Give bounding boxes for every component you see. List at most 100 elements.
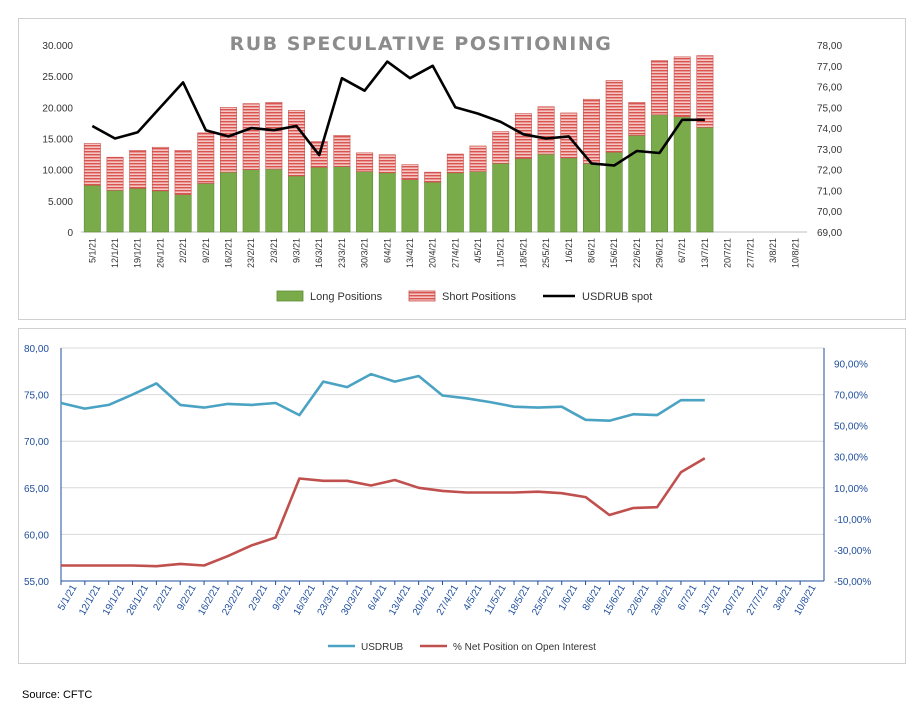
short-positions-bar [424, 171, 442, 183]
right-axis-tick-label: 69,00 [817, 228, 842, 239]
short-positions-bar [605, 80, 623, 153]
long-positions-bar [560, 157, 578, 233]
usdrub-net-position-chart-panel: 55,00 60,00 65,00 70,00 75,00 80,00 -50,00% -30… [18, 328, 906, 664]
x-axis-tick-label: 5/1/21 [87, 238, 97, 263]
x-axis-tick-label: 15/6/21 [602, 583, 628, 618]
short-positions-bar [333, 135, 351, 167]
x-axis-tick-label: 10/8/21 [791, 238, 801, 268]
x-axis-tick-label: 5/1/21 [56, 583, 80, 613]
x-axis-tick-label: 13/4/21 [405, 238, 415, 268]
x-axis-tick-label: 6/7/21 [677, 238, 687, 263]
source-note: Source: CFTC [22, 689, 93, 701]
x-axis-tick-label: 23/2/21 [246, 238, 256, 268]
x-axis-tick-label: 12/1/21 [77, 583, 103, 618]
short-positions-bar [628, 102, 646, 136]
long-positions-bar [197, 183, 215, 233]
long-positions-bar [106, 189, 124, 233]
x-axis-tick-label: 25/5/21 [541, 238, 551, 268]
short-positions-bar [537, 106, 555, 155]
usdrub-line [60, 372, 705, 422]
long-positions-bar [378, 172, 396, 233]
right-axis-tick-label: 72,00 [817, 166, 842, 177]
usdrub-net-position-chart: 55,00 60,00 65,00 70,00 75,00 80,00 -50,00% -30… [24, 344, 871, 653]
x-axis-tick-label: 9/2/21 [201, 238, 211, 263]
short-positions-bar [151, 146, 169, 192]
short-positions-bar [242, 103, 260, 170]
x-axis-tick-label: 20/7/21 [723, 238, 733, 268]
short-positions-bar [265, 102, 283, 170]
long-positions-bar [356, 171, 374, 233]
x-axis-tick-label: 16/2/21 [196, 583, 222, 618]
short-positions-bar [220, 107, 237, 173]
short-positions-bar [83, 143, 101, 186]
x-axis-tick-label: 3/8/21 [771, 583, 795, 613]
left-axis-tick-label: 75,00 [24, 391, 49, 402]
right-axis-tick-label: 77,00 [817, 62, 842, 73]
left-axis-tick-label: 20.000 [42, 103, 73, 114]
x-axis-tick-label: 2/3/21 [269, 238, 279, 263]
x-axis-tick-label: 23/2/21 [220, 583, 246, 618]
x-axis-tick-label: 27/4/21 [435, 583, 461, 618]
usdrub-spot-line [91, 60, 705, 167]
x-axis-tick-label: 19/1/21 [101, 583, 127, 618]
right-axis-tick-label: -30,00% [834, 546, 871, 557]
short-positions-bar [129, 150, 147, 189]
long-positions-bar [673, 116, 691, 233]
x-axis-tick-label: 20/7/21 [721, 583, 747, 618]
x-axis-tick-label: 16/3/21 [314, 238, 324, 268]
x-axis-tick-label: 1/6/21 [564, 238, 574, 263]
long-positions-bar [129, 188, 147, 233]
long-positions-bar [492, 163, 510, 233]
x-axis-tick-label: 4/5/21 [461, 583, 485, 613]
x-axis-tick-label: 18/5/21 [518, 238, 528, 268]
x-axis-tick-label: 3/8/21 [768, 238, 778, 263]
x-axis-tick-label: 1/6/21 [557, 583, 581, 613]
net-position-line [61, 457, 706, 568]
x-axis-tick-label: 2/2/21 [151, 583, 175, 613]
x-axis-tick-label: 20/4/21 [411, 583, 437, 618]
short-positions-bar [401, 164, 419, 180]
short-positions-bar [288, 110, 305, 177]
long-positions-bar [446, 172, 464, 233]
short-positions-bar [673, 56, 691, 117]
long-positions-bar [469, 171, 487, 233]
x-axis-tick-label: 2/3/21 [247, 583, 271, 613]
short-positions-bar [492, 131, 510, 164]
left-axis-tick-label: 80,00 [24, 344, 49, 355]
chart-title: RUB SPECULATIVE POSITIONING [230, 33, 613, 55]
x-axis-tick-label: 23/3/21 [337, 238, 347, 268]
x-axis-tick-label: 29/6/21 [655, 238, 665, 268]
right-axis-tick-label: 30,00% [834, 453, 868, 464]
short-positions-bar [106, 156, 124, 191]
x-axis-tick-label: 30/3/21 [360, 238, 370, 268]
x-axis-tick-label: 23/3/21 [316, 583, 342, 618]
short-positions-bar [356, 152, 374, 172]
legend-usdrub-label: USDRUB [361, 642, 404, 653]
long-positions-bar [151, 190, 169, 233]
short-positions-bar [197, 132, 215, 184]
x-axis-tick-label: 11/5/21 [483, 583, 509, 617]
long-positions-bar [220, 171, 237, 233]
right-axis-tick-label: -10,00% [834, 515, 871, 526]
right-axis-tick-label: 50,00% [834, 422, 868, 433]
x-axis-tick-label: 13/7/21 [700, 238, 710, 268]
left-axis-tick-label: 30.000 [42, 41, 73, 52]
long-positions-bar [651, 114, 668, 233]
legend-short-swatch [408, 290, 436, 302]
long-positions-bar [401, 179, 419, 233]
x-axis-tick-label: 25/5/21 [530, 583, 556, 618]
x-axis-tick-label: 27/7/21 [745, 238, 755, 268]
x-axis-tick-label: 22/6/21 [626, 583, 652, 618]
left-axis-tick-label: 0 [67, 228, 73, 239]
long-positions-bar [310, 166, 328, 233]
left-axis-tick-label: 15.000 [42, 135, 73, 146]
x-axis-tick-label: 16/2/21 [223, 238, 233, 268]
legend-long-swatch [276, 290, 304, 302]
long-positions-bar [174, 194, 192, 233]
long-positions-bar [696, 126, 714, 233]
x-axis-tick-label: 26/1/21 [155, 238, 165, 268]
long-positions-bar [333, 166, 351, 233]
x-axis-tick-label: 6/4/21 [382, 238, 392, 263]
right-axis-tick-label: 70,00% [834, 391, 868, 402]
right-axis-tick-label: 90,00% [834, 360, 868, 371]
